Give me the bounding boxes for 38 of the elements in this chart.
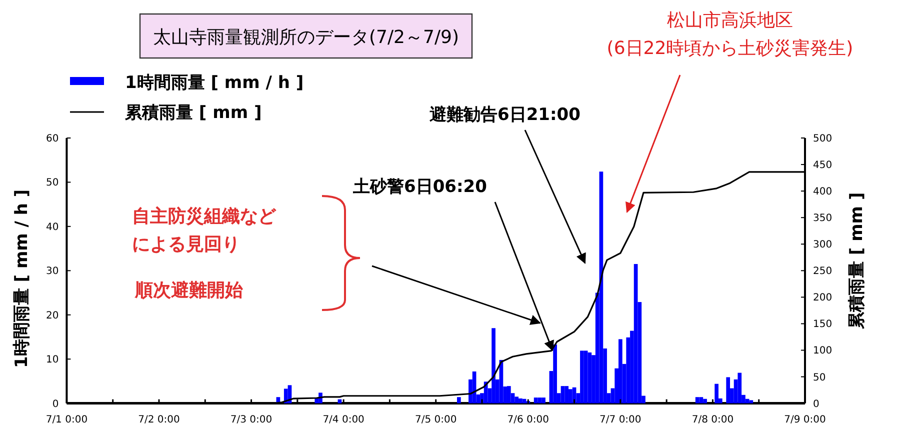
y2-tick-label: 400 [813,186,832,198]
x-tick-label: 7/1 0:00 [46,414,88,426]
y-tick-label: 40 [46,222,59,233]
y2-tick-label: 50 [813,372,826,384]
text: (6日22時頃から土砂災害発生) [606,38,854,59]
annotation: 自主防災組織などによる見回り [132,206,277,255]
y2-tick-label: 450 [813,160,832,172]
y2-tick-label: 150 [813,319,832,330]
y-tick-label: 50 [46,178,59,189]
legend-label: 累積雨量 [ mm ] [124,103,262,123]
x-tick-label: 7/7 0:00 [600,414,642,426]
y2-tick-label: 300 [813,240,832,251]
annotation: 順次避難開始 [134,280,244,301]
x-tick-label: 7/3 0:00 [230,414,272,426]
x-tick-label: 7/6 0:00 [507,414,550,426]
y2-tick-label: 350 [813,213,832,224]
x-tick-label: 7/5 0:00 [414,414,457,426]
y-tick-label: 30 [46,266,59,278]
x-tick-label: 7/2 0:00 [138,414,180,426]
legend-label: 1時間雨量 [ mm / h ] [125,73,304,93]
annotation: 土砂警6日06:20 [352,177,488,197]
y2-tick-label: 250 [813,266,832,278]
x-tick-label: 7/8 0:00 [692,414,734,426]
y-axis-title: 1時間雨量 [ mm / h ] [12,189,32,368]
y-tick-label: 60 [46,134,59,144]
x-tick-label: 7/9 0:00 [784,414,826,426]
y2-tick-label: 100 [813,346,832,357]
y2-tick-label: 500 [813,134,832,144]
chart-title: 太山寺雨量観測所のデータ(7/2～7/9) [153,27,459,48]
x-tick-label: 7/4 0:00 [322,414,364,426]
y-tick-label: 20 [46,310,59,322]
text: 松山市高浜地区 [667,10,793,31]
y2-axis-title: 累積雨量 [ mm ] [847,192,867,330]
y2-tick-label: 200 [813,292,832,304]
y2-tick-label: 0 [813,398,820,410]
y-tick-label: 10 [46,354,59,366]
text: 避難勧告6日21:00 [430,105,581,125]
y-tick-label: 0 [52,398,59,410]
